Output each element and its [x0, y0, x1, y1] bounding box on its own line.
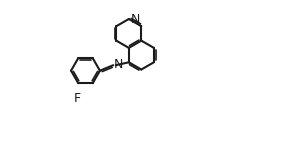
Text: N: N	[131, 13, 140, 26]
Text: F: F	[74, 92, 81, 105]
Text: N: N	[114, 58, 123, 71]
